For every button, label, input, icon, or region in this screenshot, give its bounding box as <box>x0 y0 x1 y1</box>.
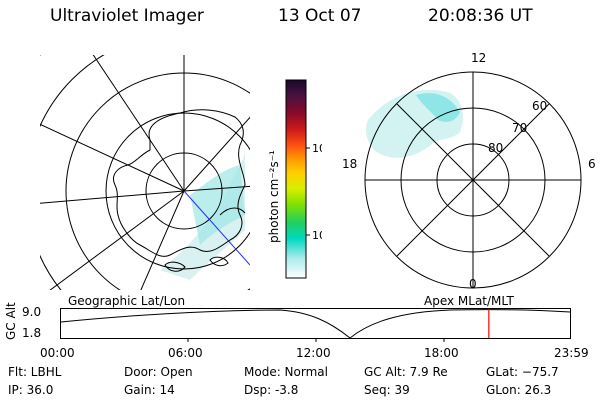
geographic-label: Geographic Lat/Lon <box>68 294 186 308</box>
timeline-ytick-1-8: 1.8 <box>22 326 42 340</box>
info-ip: IP: 36.0 <box>8 383 54 397</box>
mlt-label-0: 0 <box>469 277 477 290</box>
aurora-oval-core <box>416 93 460 122</box>
timeline-frame <box>60 308 571 339</box>
info-mode: Mode: Normal <box>244 365 328 379</box>
header-time: 20:08:36 UT <box>428 6 533 26</box>
timeline-xtick-2359: 23:59 <box>554 346 589 360</box>
lat-label-70: 70 <box>512 121 527 135</box>
header-date: 13 Oct 07 <box>278 6 362 26</box>
colorbar-label: photon cm⁻²s⁻¹ <box>267 150 281 243</box>
aurora-emission-core <box>190 165 245 245</box>
info-gc-alt: GC Alt: 7.9 Re <box>364 365 448 379</box>
timeline-ylabel: GC Alt <box>4 302 18 340</box>
lat-label-60: 60 <box>532 99 547 113</box>
polar-mlt-map: 12 18 6 0 60 70 80 <box>342 51 596 290</box>
island-outline <box>164 261 186 272</box>
info-seq: Seq: 39 <box>364 383 410 397</box>
info-filter: Flt: LBHL <box>8 365 62 379</box>
timeline-xtick-1200: 12:00 <box>296 346 331 360</box>
mlt-label-18: 18 <box>342 157 357 171</box>
timeline-xtick-1800: 18:00 <box>424 346 459 360</box>
colorbar-tick-10: 10 <box>312 229 322 242</box>
lat-label-80: 80 <box>488 141 503 155</box>
timeline-xtick-0000: 00:00 <box>40 346 75 360</box>
info-glon: GLon: 26.3 <box>486 383 552 397</box>
mlt-label-6: 6 <box>588 157 596 171</box>
timeline-xtick-0600: 06:00 <box>168 346 203 360</box>
mlt-label-12: 12 <box>471 51 486 65</box>
aurora-emission <box>160 150 245 280</box>
info-door: Door: Open <box>124 365 193 379</box>
app-title: Ultraviolet Imager <box>50 6 204 26</box>
colorbar: 100 10 photon cm⁻²s⁻¹ <box>267 79 322 279</box>
apex-label: Apex MLat/MLT <box>424 294 514 308</box>
timeline-ytick-9: 9.0 <box>22 305 42 319</box>
info-gain: Gain: 14 <box>124 383 175 397</box>
colorbar-gradient <box>285 79 307 279</box>
info-dsp: Dsp: -3.8 <box>244 383 299 397</box>
altitude-timeline <box>60 308 571 342</box>
colorbar-tick-100: 100 <box>312 142 322 155</box>
geographic-map <box>40 55 250 290</box>
island-outline <box>209 256 229 267</box>
antarctica-coastline <box>113 109 246 257</box>
coast-detail <box>219 207 246 216</box>
info-glat: GLat: −75.7 <box>486 365 559 379</box>
